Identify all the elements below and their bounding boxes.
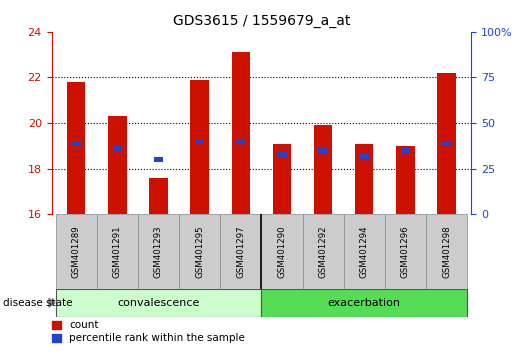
FancyBboxPatch shape: [56, 289, 261, 317]
FancyBboxPatch shape: [220, 214, 261, 289]
Text: GSM401292: GSM401292: [319, 225, 328, 278]
FancyBboxPatch shape: [302, 214, 344, 289]
Text: GSM401293: GSM401293: [154, 225, 163, 278]
Text: GSM401290: GSM401290: [278, 225, 286, 278]
Title: GDS3615 / 1559679_a_at: GDS3615 / 1559679_a_at: [173, 14, 350, 28]
FancyBboxPatch shape: [261, 214, 302, 289]
FancyBboxPatch shape: [426, 214, 467, 289]
Bar: [277, 153, 286, 158]
FancyBboxPatch shape: [261, 289, 467, 317]
Text: GSM401289: GSM401289: [72, 225, 81, 278]
FancyBboxPatch shape: [344, 214, 385, 289]
Bar: [67, 82, 85, 214]
Text: exacerbation: exacerbation: [328, 298, 401, 308]
Bar: [401, 148, 410, 153]
FancyBboxPatch shape: [179, 214, 220, 289]
Bar: [396, 146, 415, 214]
Bar: [149, 178, 168, 214]
Bar: [195, 139, 204, 144]
Bar: [154, 157, 163, 162]
Bar: [272, 143, 291, 214]
Bar: [72, 141, 81, 146]
Bar: [113, 145, 122, 150]
Text: disease state: disease state: [3, 298, 72, 308]
Bar: [318, 148, 328, 153]
Text: GSM401297: GSM401297: [236, 225, 245, 278]
FancyArrow shape: [49, 298, 55, 307]
Text: convalescence: convalescence: [117, 298, 200, 308]
Text: GSM401294: GSM401294: [360, 225, 369, 278]
Text: GSM401295: GSM401295: [195, 225, 204, 278]
Bar: [191, 80, 209, 214]
FancyBboxPatch shape: [97, 214, 138, 289]
Bar: [108, 116, 127, 214]
Bar: [236, 139, 246, 144]
Text: GSM401298: GSM401298: [442, 225, 451, 278]
Legend: count, percentile rank within the sample: count, percentile rank within the sample: [52, 320, 245, 343]
FancyBboxPatch shape: [385, 214, 426, 289]
FancyBboxPatch shape: [56, 214, 97, 289]
FancyBboxPatch shape: [138, 214, 179, 289]
Bar: [355, 143, 373, 214]
Text: GSM401296: GSM401296: [401, 225, 410, 278]
Bar: [314, 125, 332, 214]
Text: GSM401291: GSM401291: [113, 225, 122, 278]
Bar: [359, 154, 369, 159]
Bar: [442, 141, 451, 146]
Bar: [232, 52, 250, 214]
Bar: [437, 73, 456, 214]
